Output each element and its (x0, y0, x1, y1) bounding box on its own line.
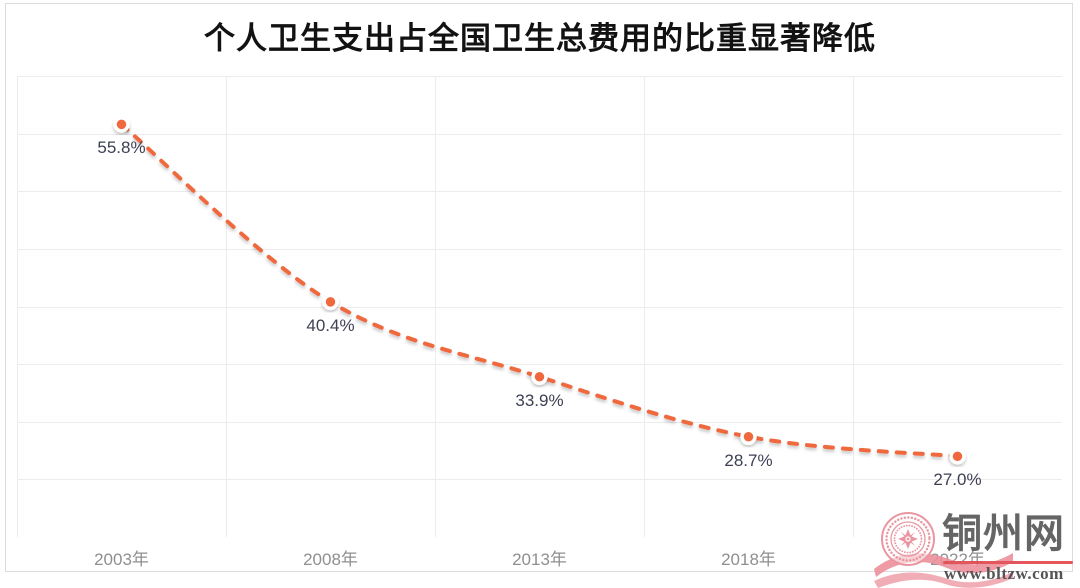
site-seal-icon (874, 512, 1013, 588)
seal-rosette (881, 512, 935, 566)
data-point (322, 293, 339, 311)
watermark-site-url: www.bltzw.com (944, 564, 1064, 583)
ribbon-wave-lower (874, 572, 1013, 588)
data-point (531, 368, 548, 386)
data-point (740, 428, 757, 445)
chart-frame (5, 3, 1073, 572)
watermark-site-name: 铜州网 (942, 511, 1065, 556)
watermark-underline (943, 561, 1073, 564)
chart-title: 个人卫生支出占全国卫生总费用的比重显著降低 (204, 21, 876, 56)
data-point (113, 116, 130, 133)
watermark: 铜州网 www.bltzw.com (868, 498, 1080, 588)
data-point (949, 448, 966, 465)
line-chart-plot (17, 76, 1062, 537)
trend-line (119, 122, 960, 459)
